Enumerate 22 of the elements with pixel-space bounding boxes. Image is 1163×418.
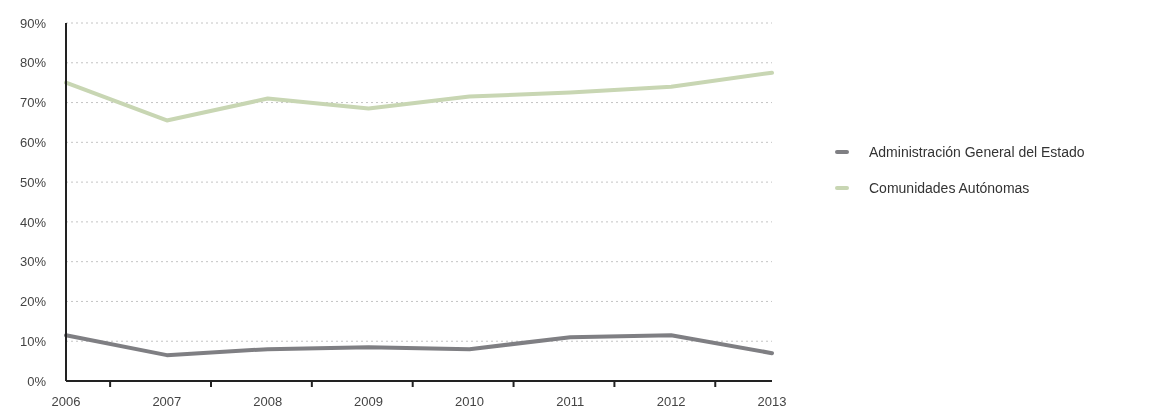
- x-tick-label: 2013: [757, 394, 787, 410]
- x-tick-label: 2007: [152, 394, 182, 410]
- y-tick-label: 0%: [27, 373, 47, 389]
- y-tick-label: 40%: [19, 214, 47, 230]
- line-series: [64, 70, 774, 123]
- x-tick-label: 2010: [454, 394, 484, 410]
- legend-label: Comunidades Autónomas: [869, 180, 1030, 196]
- y-tick-label: 70%: [19, 95, 47, 111]
- y-tick-label: 30%: [19, 254, 47, 270]
- y-tick-label: 50%: [19, 174, 47, 190]
- x-tick-label: 2008: [253, 394, 283, 410]
- y-tick-label: 60%: [19, 134, 47, 150]
- y-tick-label: 10%: [19, 333, 47, 349]
- y-tick-label: 20%: [19, 294, 47, 310]
- x-tick-label: 2009: [354, 394, 384, 410]
- line-series: [64, 333, 774, 358]
- y-tick-label: 90%: [19, 15, 47, 31]
- x-tick-label: 2012: [656, 394, 686, 410]
- legend-label: Administración General del Estado: [869, 144, 1085, 160]
- x-tick-label: 2006: [51, 394, 81, 410]
- y-tick-label: 80%: [19, 55, 47, 71]
- x-tick-label: 2011: [556, 394, 585, 410]
